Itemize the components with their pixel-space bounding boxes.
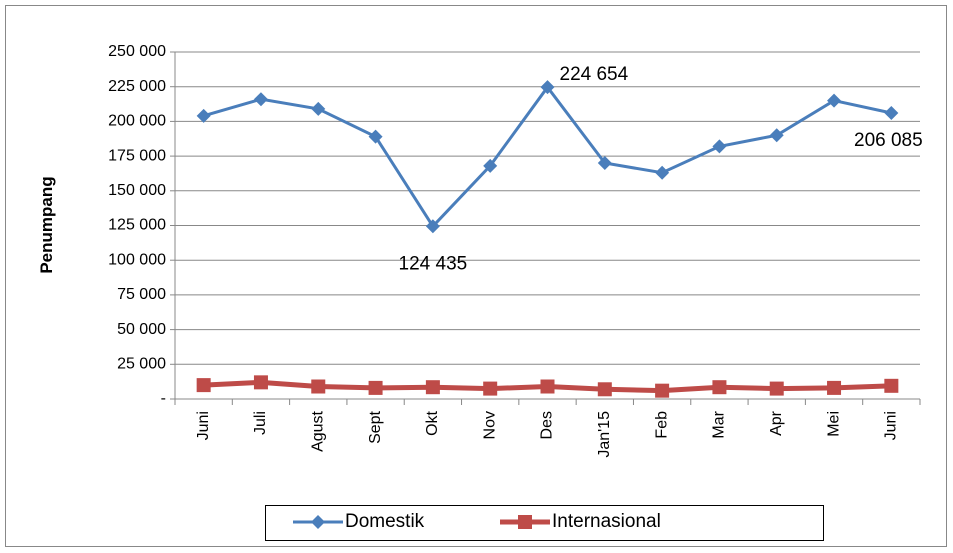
y-axis-label: Penumpang bbox=[37, 176, 56, 273]
data-point bbox=[597, 156, 612, 171]
data-point bbox=[884, 378, 899, 393]
data-label: 124 435 bbox=[399, 253, 468, 274]
chart-frame bbox=[5, 5, 947, 547]
data-point bbox=[769, 381, 784, 396]
data-point bbox=[769, 128, 784, 143]
data-point bbox=[655, 383, 670, 398]
y-tick-label: 250 000 bbox=[108, 43, 166, 60]
y-tick-label: 150 000 bbox=[108, 182, 166, 199]
data-label: 224 654 bbox=[560, 64, 629, 85]
data-point bbox=[827, 93, 842, 108]
x-tick-label: Juli bbox=[252, 411, 269, 435]
data-point bbox=[655, 165, 670, 180]
x-tick-label: Jan'15 bbox=[596, 411, 613, 458]
data-point bbox=[425, 219, 440, 234]
y-tick-label: 200 000 bbox=[108, 113, 166, 130]
data-point bbox=[311, 101, 326, 116]
data-point bbox=[368, 380, 383, 395]
data-point bbox=[540, 80, 555, 95]
x-tick-label: Nov bbox=[481, 411, 498, 439]
y-tick-label: 125 000 bbox=[108, 217, 166, 234]
y-tick-label: 175 000 bbox=[108, 147, 166, 164]
legend-label: Internasional bbox=[552, 511, 661, 532]
x-tick-label: Feb bbox=[653, 411, 670, 439]
legend-marker bbox=[311, 515, 325, 529]
y-tick-label: 50 000 bbox=[117, 321, 166, 338]
x-tick-label: Okt bbox=[424, 410, 441, 435]
y-tick-label: 75 000 bbox=[117, 286, 166, 303]
data-point bbox=[196, 378, 211, 393]
data-point bbox=[827, 380, 842, 395]
x-tick-label: Juni bbox=[883, 411, 900, 440]
data-point bbox=[196, 108, 211, 123]
data-point bbox=[425, 380, 440, 395]
legend-marker bbox=[518, 515, 532, 529]
x-tick-label: Sept bbox=[367, 410, 384, 443]
data-point bbox=[597, 382, 612, 397]
data-point bbox=[311, 379, 326, 394]
y-tick-label: 225 000 bbox=[108, 78, 166, 95]
data-point bbox=[712, 380, 727, 395]
data-point bbox=[253, 375, 268, 390]
x-tick-label: Mei bbox=[825, 411, 842, 437]
data-label: 206 085 bbox=[854, 130, 923, 151]
data-point bbox=[368, 129, 383, 144]
data-point bbox=[712, 139, 727, 154]
data-point bbox=[483, 381, 498, 396]
data-point bbox=[884, 105, 899, 120]
y-tick-label: - bbox=[161, 390, 166, 407]
data-point bbox=[540, 379, 555, 394]
x-tick-label: Juni bbox=[195, 411, 212, 440]
x-tick-label: Apr bbox=[768, 410, 785, 436]
x-tick-label: Des bbox=[539, 411, 556, 439]
legend-label: Domestik bbox=[345, 511, 425, 532]
data-point bbox=[483, 158, 498, 173]
y-tick-label: 100 000 bbox=[108, 251, 166, 268]
x-tick-label: Mar bbox=[711, 410, 728, 438]
x-tick-label: Agust bbox=[309, 410, 326, 451]
data-point bbox=[253, 92, 268, 107]
y-tick-label: 25 000 bbox=[117, 356, 166, 373]
